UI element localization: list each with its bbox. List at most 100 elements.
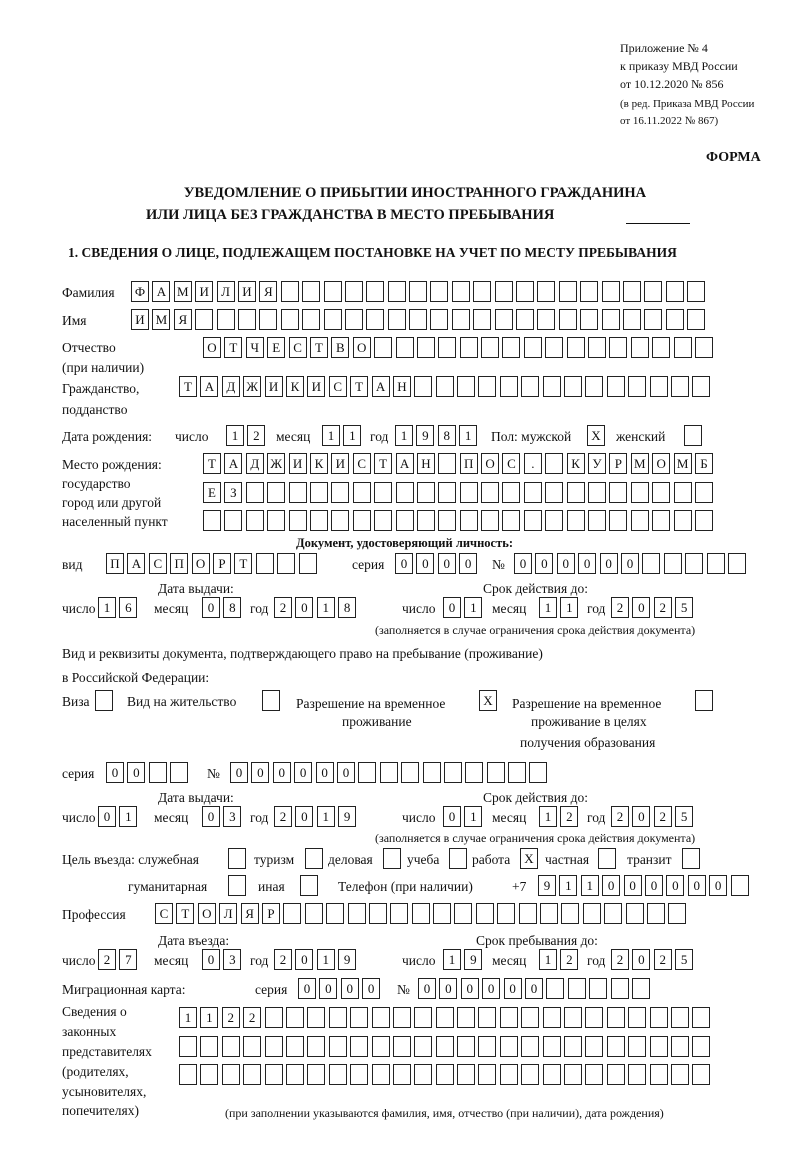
char-box[interactable]: 0 [340, 978, 359, 999]
char-box[interactable]: 0 [482, 978, 501, 999]
char-box[interactable]: 0 [319, 978, 338, 999]
char-box[interactable] [368, 903, 387, 924]
char-box[interactable] [331, 482, 350, 503]
char-box[interactable]: 2 [653, 949, 672, 970]
char-box[interactable] [302, 309, 321, 330]
char-box[interactable]: Л [219, 903, 238, 924]
char-box[interactable] [95, 690, 113, 711]
char-box[interactable] [567, 978, 586, 999]
char-box[interactable]: А [127, 553, 146, 574]
char-box[interactable] [416, 482, 435, 503]
char-box[interactable] [280, 309, 299, 330]
char-box[interactable]: 0 [298, 978, 316, 999]
char-box[interactable] [449, 848, 467, 869]
char-box[interactable] [435, 1064, 454, 1085]
char-box[interactable]: Ф [131, 281, 149, 302]
char-box[interactable]: 2 [221, 1007, 240, 1028]
char-box[interactable]: Р [609, 453, 628, 474]
char-box[interactable] [622, 281, 641, 302]
char-box[interactable] [350, 1064, 369, 1085]
char-box[interactable] [262, 690, 280, 711]
char-box[interactable] [542, 1036, 561, 1057]
char-box[interactable] [682, 848, 700, 869]
char-box[interactable]: 0 [443, 597, 461, 618]
char-box[interactable] [392, 1064, 411, 1085]
char-box[interactable] [392, 1007, 411, 1028]
char-box[interactable] [606, 376, 625, 397]
char-box[interactable]: 0 [459, 553, 478, 574]
char-box[interactable]: 9 [416, 425, 435, 446]
char-box[interactable] [435, 1036, 454, 1057]
char-box[interactable] [649, 1007, 668, 1028]
char-box[interactable] [673, 482, 692, 503]
char-box[interactable]: 1 [580, 875, 599, 896]
char-box[interactable] [684, 425, 702, 446]
char-box[interactable] [665, 309, 684, 330]
char-box[interactable]: С [352, 453, 371, 474]
char-box[interactable]: А [371, 376, 390, 397]
char-box[interactable]: 0 [272, 762, 291, 783]
char-box[interactable]: И [131, 309, 149, 330]
char-box[interactable]: 1 [443, 949, 461, 970]
char-box[interactable] [609, 337, 628, 358]
char-box[interactable]: В [331, 337, 350, 358]
char-box[interactable] [727, 553, 746, 574]
char-box[interactable] [585, 1007, 604, 1028]
char-box[interactable] [374, 482, 393, 503]
char-box[interactable]: 2 [560, 949, 579, 970]
char-box[interactable]: 0 [666, 875, 685, 896]
char-box[interactable] [694, 337, 713, 358]
char-box[interactable] [224, 510, 243, 531]
char-box[interactable]: 1 [464, 806, 483, 827]
char-box[interactable] [692, 1036, 711, 1057]
char-box[interactable]: 3 [223, 949, 242, 970]
char-box[interactable]: 1 [226, 425, 244, 446]
char-box[interactable] [387, 309, 406, 330]
char-box[interactable] [395, 337, 414, 358]
char-box[interactable] [564, 1036, 583, 1057]
char-box[interactable]: 0 [295, 949, 314, 970]
char-box[interactable] [588, 510, 607, 531]
char-box[interactable] [687, 309, 706, 330]
char-box[interactable] [521, 376, 540, 397]
char-box[interactable] [267, 482, 286, 503]
char-box[interactable] [259, 309, 278, 330]
char-box[interactable]: 1 [316, 949, 335, 970]
char-box[interactable]: А [395, 453, 414, 474]
char-box[interactable]: 0 [202, 949, 220, 970]
char-box[interactable]: 8 [338, 597, 357, 618]
char-box[interactable]: А [152, 281, 171, 302]
char-box[interactable] [692, 1007, 711, 1028]
char-box[interactable] [374, 510, 393, 531]
char-box[interactable]: С [148, 553, 167, 574]
char-box[interactable]: 0 [98, 806, 116, 827]
char-box[interactable] [523, 337, 542, 358]
char-box[interactable]: О [652, 453, 671, 474]
char-box[interactable] [267, 510, 286, 531]
char-box[interactable] [542, 1007, 561, 1028]
char-box[interactable] [457, 1064, 476, 1085]
char-box[interactable]: П [106, 553, 124, 574]
char-box[interactable] [564, 1064, 583, 1085]
char-box[interactable]: О [352, 337, 371, 358]
char-box[interactable] [374, 337, 393, 358]
char-box[interactable] [609, 510, 628, 531]
char-box[interactable] [358, 762, 377, 783]
char-box[interactable]: Ж [243, 376, 262, 397]
char-box[interactable]: И [331, 453, 350, 474]
char-box[interactable] [200, 1064, 219, 1085]
char-box[interactable] [200, 1036, 219, 1057]
char-box[interactable] [465, 762, 484, 783]
char-box[interactable] [692, 1064, 711, 1085]
char-box[interactable]: 0 [644, 875, 663, 896]
char-box[interactable]: 0 [295, 597, 314, 618]
char-box[interactable] [395, 482, 414, 503]
char-box[interactable] [730, 875, 749, 896]
char-box[interactable]: 0 [599, 553, 618, 574]
char-box[interactable]: 0 [336, 762, 355, 783]
char-box[interactable] [628, 376, 647, 397]
char-box[interactable]: 1 [539, 806, 557, 827]
char-box[interactable] [395, 510, 414, 531]
char-box[interactable]: 1 [200, 1007, 219, 1028]
char-box[interactable] [598, 848, 616, 869]
